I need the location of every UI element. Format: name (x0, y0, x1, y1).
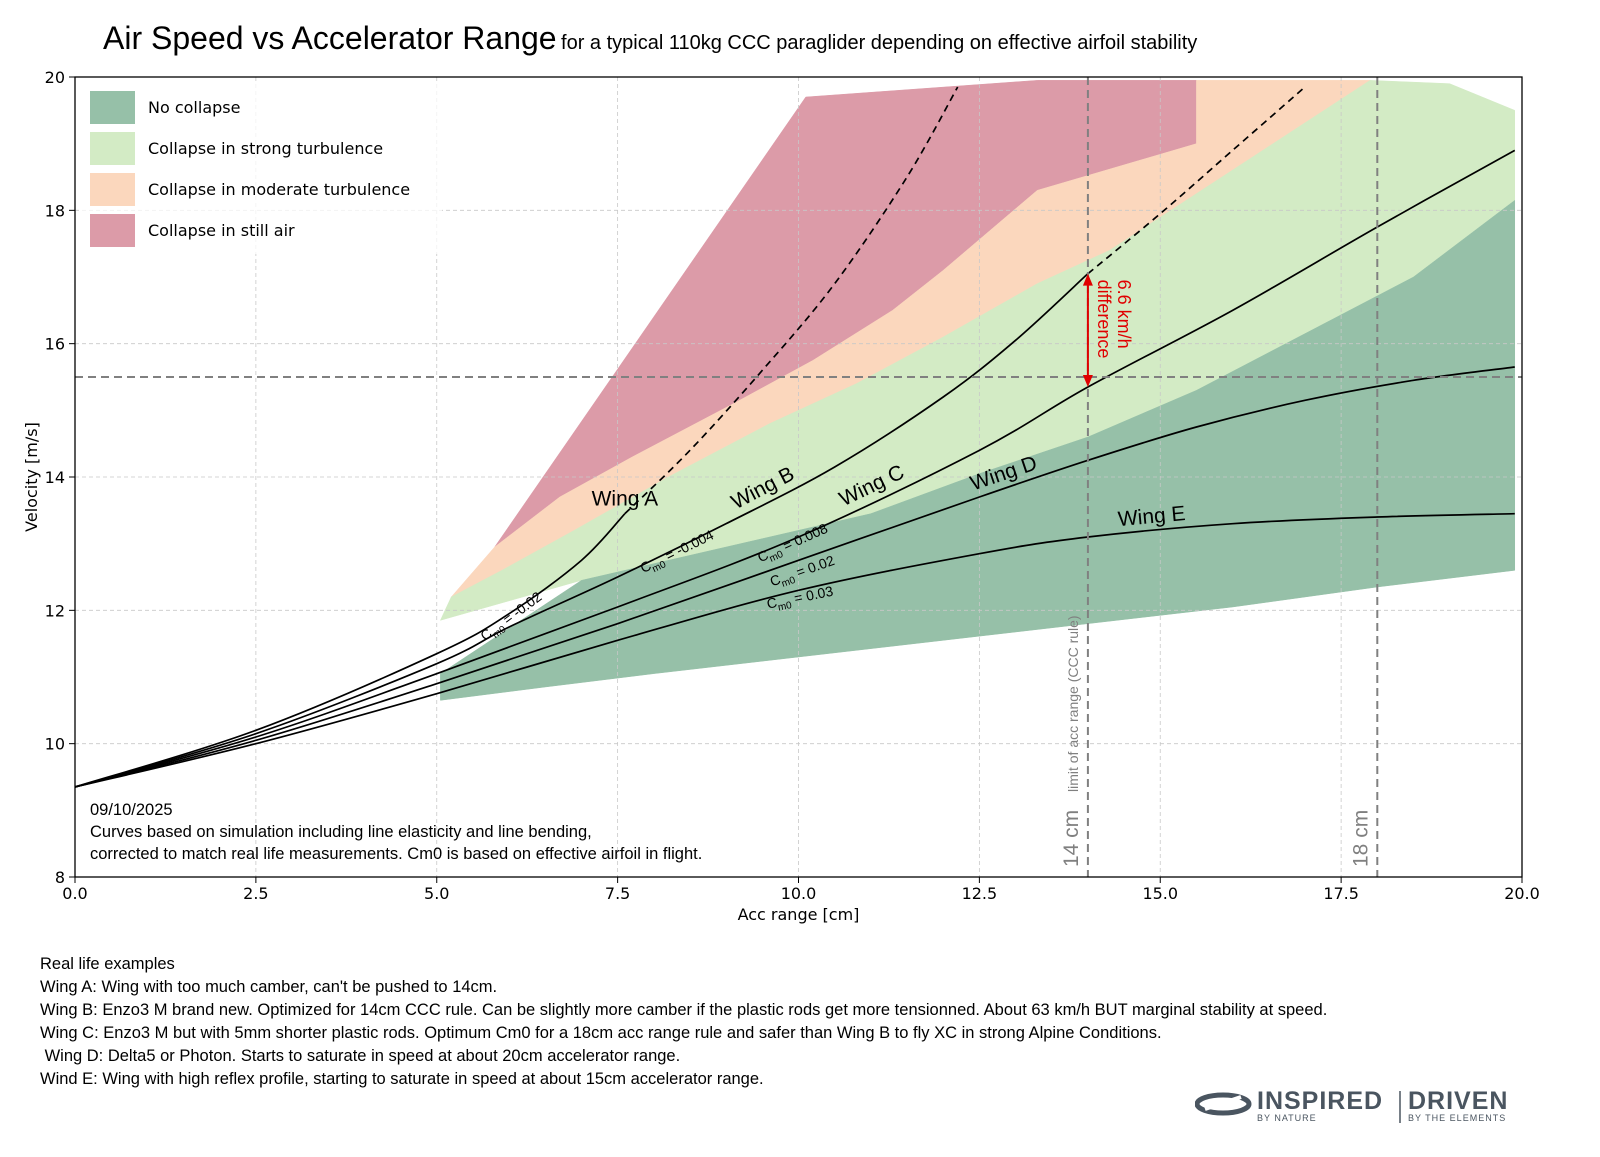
chart-note-line: Curves based on simulation including lin… (90, 823, 592, 841)
legend: No collapse Collapse in strong turbulence… (82, 84, 442, 254)
legend-box (82, 84, 442, 254)
series-wing-b-solid (74, 273, 1089, 788)
legend-label: Collapse in strong turbulence (148, 139, 383, 158)
x-axis-label: Acc range [cm] (738, 905, 860, 924)
logo-right-word: DRIVEN (1408, 1087, 1508, 1115)
chart-title-row: Air Speed vs Accelerator Range for a typ… (103, 20, 1197, 57)
example-line: Wind E: Wing with high reflex profile, s… (40, 1070, 764, 1088)
chart-note-line: 09/10/2025 (90, 801, 173, 819)
difference-arrowhead-down-icon (1082, 375, 1093, 387)
legend-swatch (90, 132, 135, 165)
region-no-collapse (440, 199, 1516, 701)
reference-label-14-cm: 14 cm (1060, 810, 1083, 867)
logo-left-tag: BY NATURE (1257, 1113, 1317, 1123)
x-tick-label: 2.5 (243, 884, 268, 903)
example-line: Wing D: Delta5 or Photon. Starts to satu… (40, 1047, 681, 1065)
series-wing-c (74, 149, 1516, 788)
logo-swoosh-cut-icon (1204, 1095, 1242, 1111)
difference-label-line1: 6.6 km/h (1114, 280, 1134, 349)
legend-label: No collapse (148, 98, 240, 117)
logo-swoosh-icon (1195, 1092, 1252, 1116)
y-tick-label: 12 (45, 601, 65, 620)
y-tick-label: 14 (45, 468, 65, 487)
logo-left-word: INSPIRED (1257, 1087, 1383, 1115)
y-tick-label: 10 (45, 735, 65, 754)
series-wing-a-dashed (624, 86, 959, 515)
logo-right-tag: BY THE ELEMENTS (1408, 1113, 1506, 1123)
difference-label-line2: difference (1094, 280, 1114, 359)
y-tick-label: 20 (45, 68, 65, 87)
reference-label-18-cm: 18 cm (1349, 810, 1372, 867)
chart-subtitle: for a typical 110kg CCC paraglider depen… (561, 32, 1198, 54)
series-wing-a-solid (74, 513, 626, 788)
legend-label: Collapse in still air (148, 221, 295, 240)
y-axis-label: Velocity [m/s] (22, 422, 41, 532)
difference-arrowhead-up-icon (1082, 273, 1093, 286)
legend-swatch (90, 173, 135, 206)
series-wing-d (74, 366, 1515, 788)
wing-curves (74, 86, 1516, 788)
examples-heading: Real life examples (40, 955, 175, 973)
chart-title: Air Speed vs Accelerator Range (103, 20, 557, 56)
curve-name-label-wing-a: Wing A (592, 488, 659, 511)
y-tick-label: 8 (55, 868, 65, 887)
reference-lines: 14 cm limit of acc range (CCC rule) 18 cm 6… (75, 77, 1522, 877)
x-tick-label: 15.0 (1142, 884, 1178, 903)
example-line: Wing C: Enzo3 M but with 5mm shorter pla… (40, 1024, 1162, 1042)
chart-note: 09/10/2025 Curves based on simulation inc… (90, 801, 702, 863)
chart-svg: 14 cm limit of acc range (CCC rule) 18 cm 6… (22, 68, 1540, 924)
chart-note-line: corrected to match real life measurement… (90, 845, 702, 863)
y-tick-label: 16 (45, 335, 65, 354)
series-wing-e (74, 512, 1515, 788)
curve-cm0-label-wing-e: Cm0 = 0.03 (765, 583, 835, 616)
reference-sublabel: limit of acc range (CCC rule) (1065, 615, 1081, 792)
x-tick-label: 7.5 (605, 884, 630, 903)
x-tick-label: 20.0 (1504, 884, 1540, 903)
example-line: Wing B: Enzo3 M brand new. Optimized for… (40, 1001, 1328, 1019)
x-tick-label: 5.0 (424, 884, 449, 903)
axes: 0.0 2.5 5.0 7.5 10.0 12.5 15.0 17.5 20.0 8 10 12 14 1… (22, 68, 1540, 924)
examples-block: Real life examples Wing A: Wing with too… (40, 953, 1327, 1091)
brand-logo: INSPIRED BY NATURE DRIVEN BY THE ELEMENT… (1195, 1087, 1508, 1123)
x-tick-label: 10.0 (781, 884, 817, 903)
x-tick-label: 0.0 (62, 884, 87, 903)
series-wing-b-dashed (1087, 86, 1306, 275)
legend-label: Collapse in moderate turbulence (148, 180, 410, 199)
x-tick-label: 12.5 (962, 884, 998, 903)
legend-swatch (90, 91, 135, 124)
legend-swatch (90, 214, 135, 247)
y-tick-label: 18 (45, 201, 65, 220)
example-line: Wing A: Wing with too much camber, can't… (40, 978, 498, 996)
collapse-regions (439, 80, 1516, 701)
x-tick-label: 17.5 (1323, 884, 1359, 903)
